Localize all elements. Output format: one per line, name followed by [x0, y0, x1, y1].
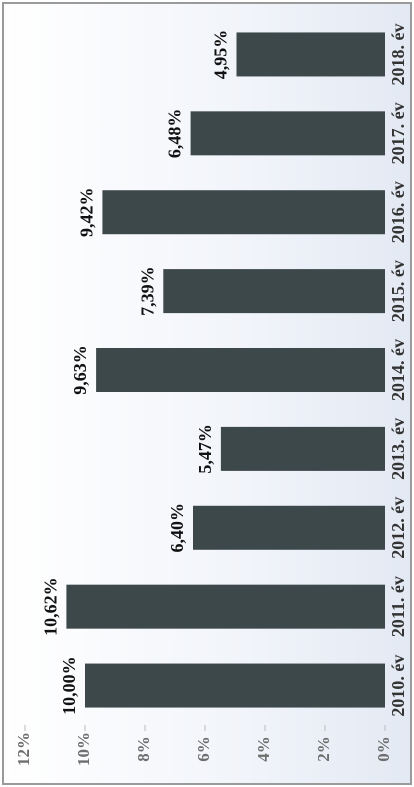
x-tick-label: 2010. év [388, 655, 408, 717]
y-tick-label: 6% [194, 736, 213, 762]
data-label: 5,47% [195, 424, 215, 474]
y-tick-label: 4% [254, 736, 273, 762]
data-label: 6,40% [167, 503, 187, 553]
y-tick-label: 12% [14, 732, 33, 766]
bar [163, 269, 385, 314]
y-tick-label: 8% [134, 736, 153, 762]
data-label: 10,00% [59, 656, 79, 715]
plot-area: 0% 2% 4% 6% 8% 10% 12% 2010. év 10,00% 2011. év 10… [14, 23, 408, 766]
x-tick-label: 2016. év [388, 181, 408, 243]
y-tick-label: 10% [74, 732, 93, 766]
x-tick-label: 2011. év [388, 576, 408, 637]
x-tick-label: 2012. év [388, 497, 408, 559]
y-tick-label: 0% [374, 736, 393, 762]
bar [102, 190, 386, 235]
data-label: 4,95% [211, 30, 231, 80]
data-label: 10,62% [41, 577, 61, 636]
bar [193, 505, 385, 550]
bar [190, 111, 385, 156]
x-tick-label: 2017. év [388, 102, 408, 164]
bar [236, 32, 385, 77]
bar [66, 584, 386, 629]
bar [85, 663, 385, 708]
data-label: 7,39% [137, 266, 157, 316]
x-tick-label: 2013. év [388, 418, 408, 480]
data-label: 6,48% [165, 109, 185, 159]
y-tick-label: 2% [314, 736, 333, 762]
x-tick-label: 2014. év [388, 339, 408, 401]
data-label: 9,63% [70, 345, 90, 395]
data-label: 9,42% [77, 187, 97, 237]
x-tick-label: 2015. év [388, 260, 408, 322]
bar [220, 426, 385, 471]
x-tick-label: 2018. év [388, 23, 408, 85]
bar [96, 348, 385, 392]
